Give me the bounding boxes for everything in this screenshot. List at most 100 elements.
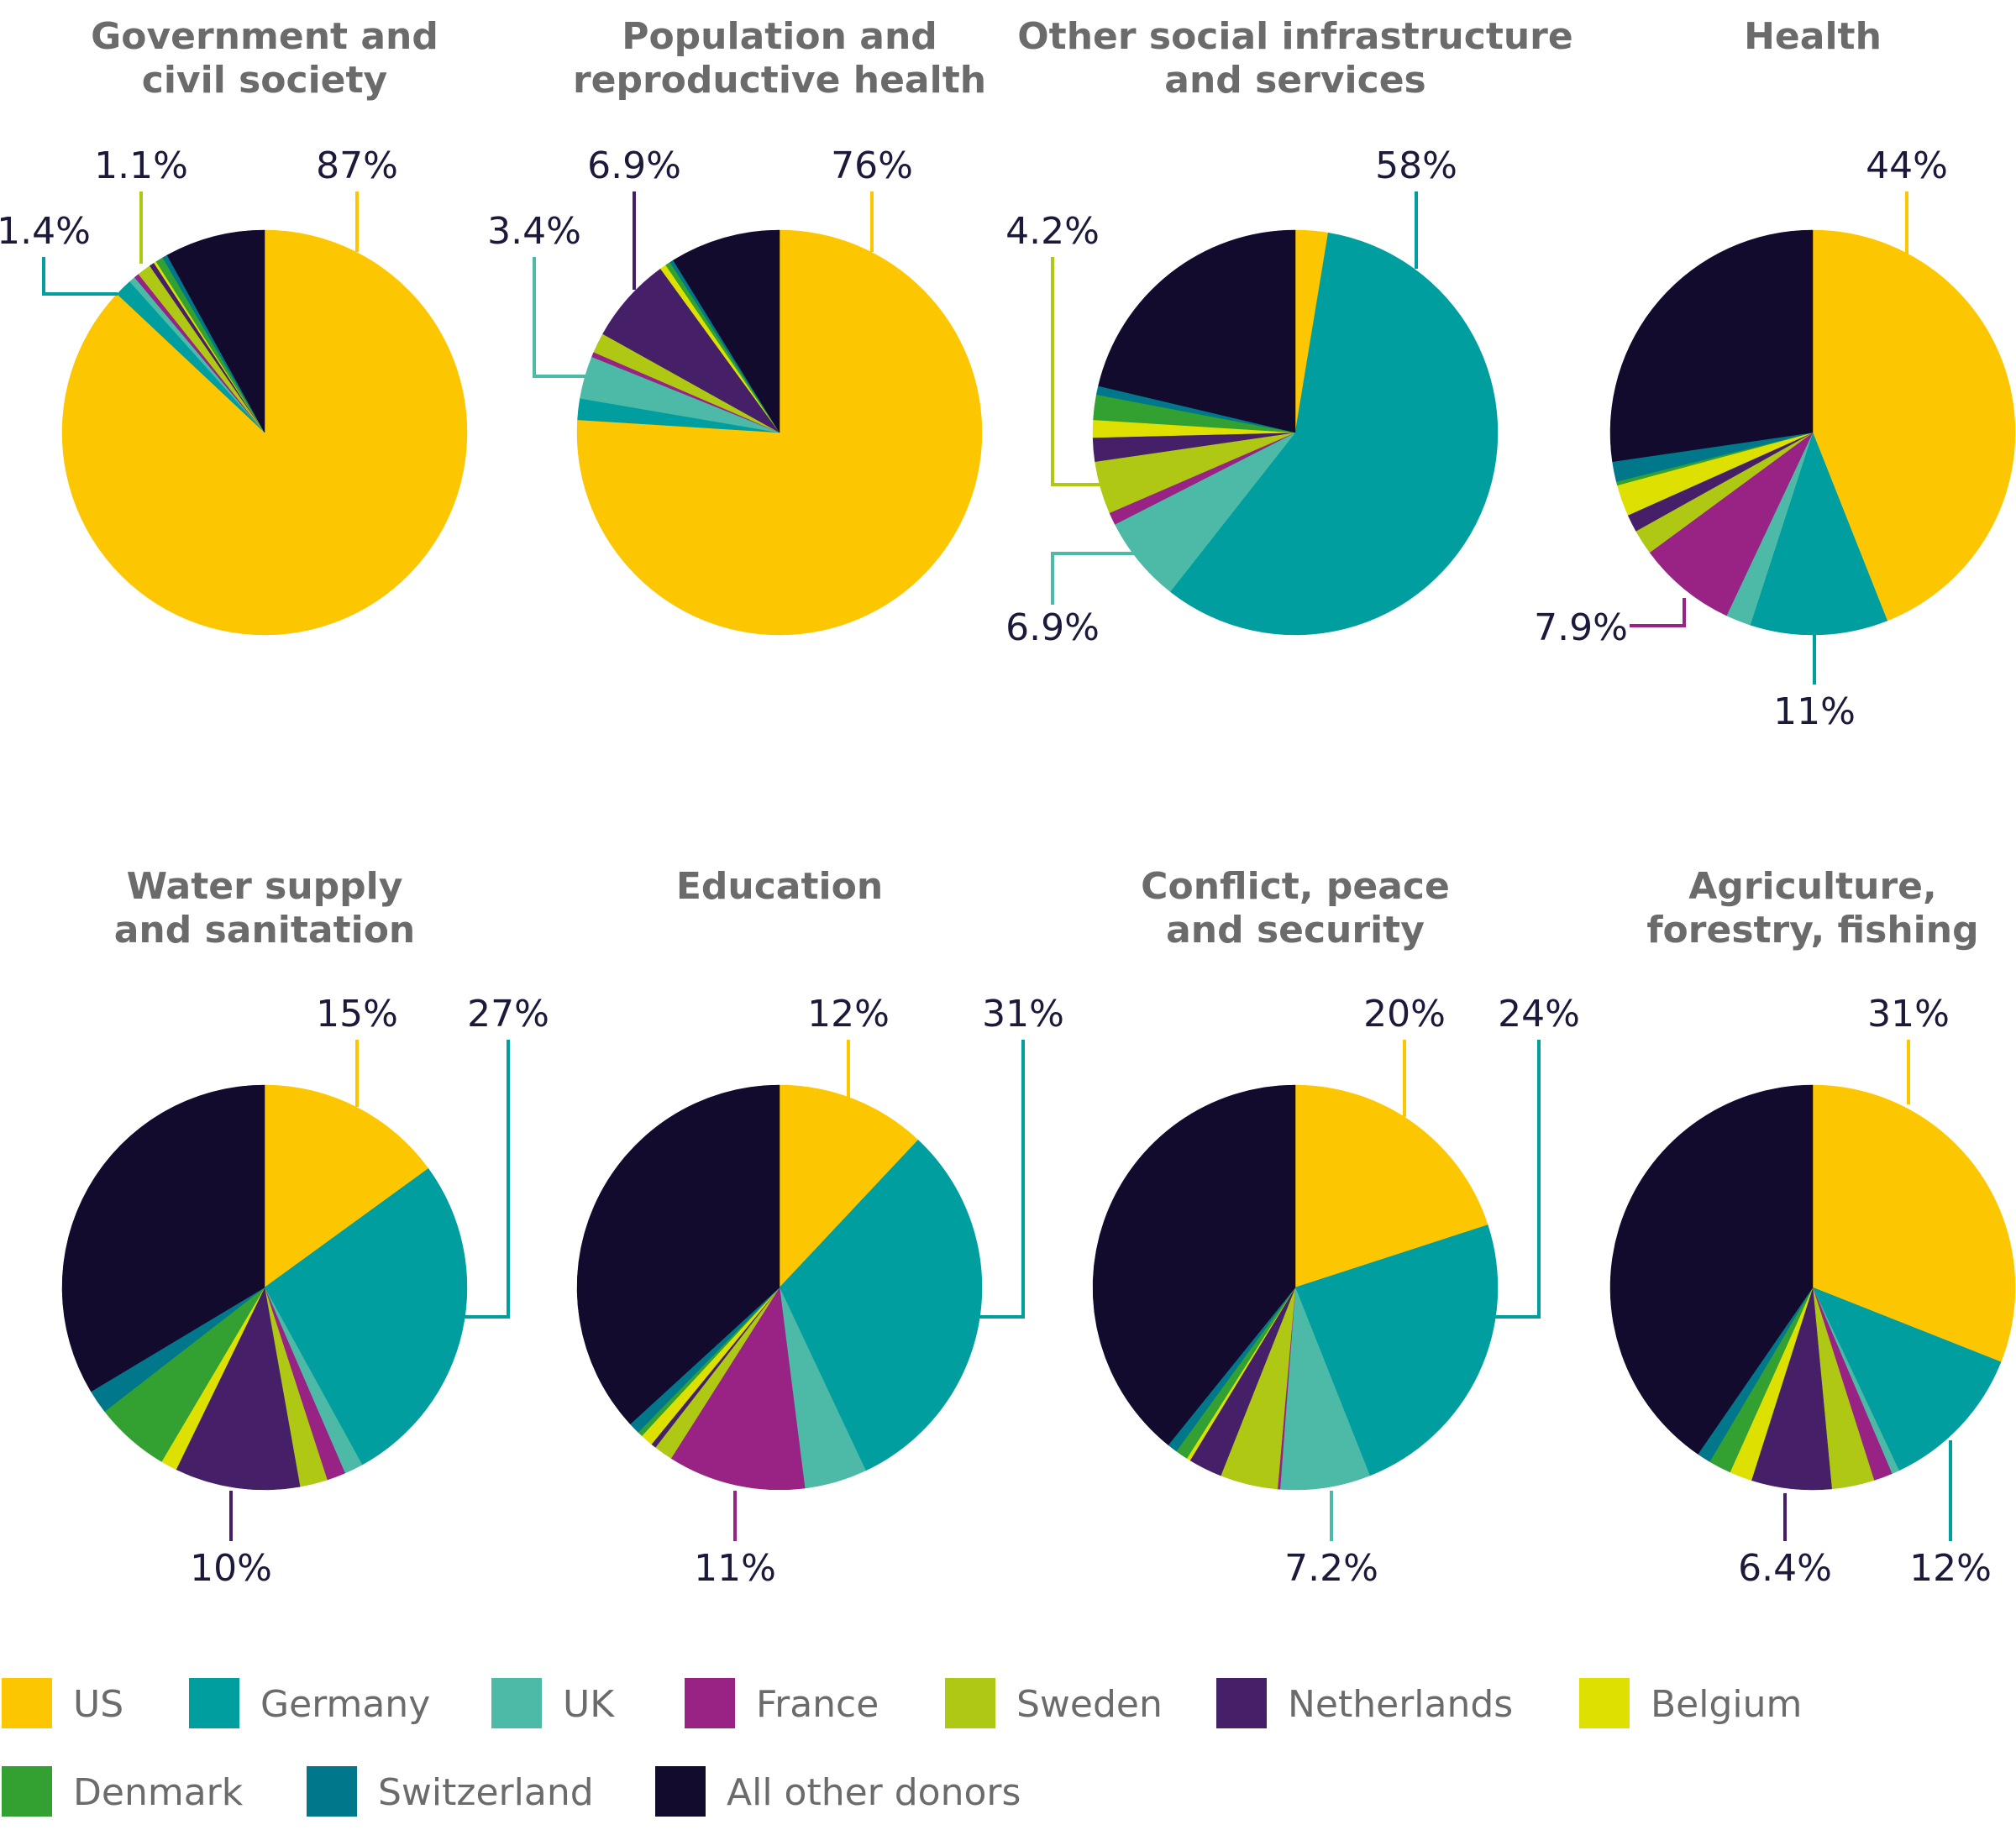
pie-chart-health: Health 44% 11% 7.9%	[1534, 15, 2016, 733]
pie-title-line: Water supply	[127, 865, 403, 908]
legend-swatch	[945, 1678, 995, 1728]
data-label-uk: 3.4%	[487, 210, 581, 253]
pie-slice-all-other-donors	[1098, 229, 1296, 433]
pie-title-line: and sanitation	[114, 909, 416, 952]
data-label-netherlands: 6.4%	[1738, 1547, 1832, 1590]
leader-line-germany	[42, 257, 118, 296]
pie-slice-all-other-donors	[1609, 1084, 1814, 1455]
pie-slice-us	[1812, 229, 2016, 621]
pie-title-line: and services	[1164, 59, 1425, 102]
pie-slice-us	[779, 1084, 919, 1288]
legend-swatch	[685, 1678, 735, 1728]
pie-slice-us	[1294, 1084, 1488, 1288]
data-label-germany: 12%	[1909, 1547, 1992, 1590]
legend-label: France	[756, 1683, 879, 1726]
data-label-netherlands: 10%	[190, 1547, 272, 1590]
data-label-france: 7.9%	[1534, 606, 1628, 649]
legend-swatch	[2, 1678, 52, 1728]
legend-item-germany: Germany	[189, 1678, 430, 1728]
legend-label: Belgium	[1651, 1683, 1802, 1726]
pie-slice-us	[264, 1084, 429, 1288]
pie-title-line: forestry, fishing	[1646, 909, 1978, 952]
leader-line-germany	[979, 1040, 1025, 1319]
legend-label: All other donors	[727, 1771, 1021, 1814]
data-label-germany: 27%	[467, 993, 549, 1036]
legend-item-denmark: Denmark	[2, 1766, 244, 1817]
leader-line-sweden	[1051, 257, 1107, 486]
leader-line-germany	[1494, 1040, 1541, 1319]
data-label-us: 44%	[1866, 144, 1948, 187]
data-label-us: 12%	[807, 993, 890, 1036]
legend-label: Germany	[260, 1683, 430, 1726]
data-label-germany: 58%	[1375, 144, 1457, 187]
leader-line-uk	[533, 257, 588, 378]
legend-label: UK	[563, 1683, 615, 1726]
pie-slice-germany	[1750, 432, 1888, 636]
data-label-germany: 24%	[1498, 993, 1580, 1036]
legend-item-belgium: Belgium	[1579, 1678, 1802, 1728]
pie-chart-education: Education 12% 31% 11%	[576, 865, 1064, 1590]
data-label-germany: 31%	[982, 993, 1064, 1036]
pie-title-line: and security	[1166, 909, 1425, 952]
legend-swatch	[2, 1766, 52, 1817]
pie-slice-us	[1812, 1084, 2016, 1363]
pie-slice-france	[670, 1287, 806, 1491]
data-label-us: 20%	[1363, 993, 1446, 1036]
pie-slice-all-other-donors	[61, 1084, 265, 1392]
pie-title-line: Population and	[622, 15, 937, 58]
legend-swatch	[307, 1766, 357, 1817]
pie-slice-all-other-donors	[1609, 229, 1814, 462]
legend-item-sweden: Sweden	[945, 1678, 1163, 1728]
leader-line-germany	[464, 1040, 510, 1319]
data-label-germany: 11%	[1773, 690, 1856, 733]
data-label-netherlands: 6.9%	[587, 144, 681, 187]
data-label-sweden: 1.1%	[94, 144, 188, 187]
legend-label: US	[73, 1683, 123, 1726]
pie-slice-germany	[779, 1139, 983, 1471]
leader-line-uk	[1051, 552, 1134, 605]
data-label-sweden: 4.2%	[1005, 210, 1100, 253]
data-label-france: 11%	[694, 1547, 776, 1590]
legend-label: Switzerland	[378, 1771, 594, 1814]
data-label-uk: 7.2%	[1284, 1547, 1378, 1590]
data-label-germany: 1.4%	[0, 210, 91, 253]
pie-slice-france	[1649, 432, 1814, 616]
pie-title-line: Government and	[91, 15, 438, 58]
data-label-us: 31%	[1867, 993, 1950, 1036]
legend-item-switzerland: Switzerland	[307, 1766, 594, 1817]
pie-chart-agriculture-forestry-fishing: Agriculture,forestry, fishing 31% 12% 6.4%	[1609, 865, 2016, 1590]
data-label-us: 15%	[316, 993, 398, 1036]
data-label-uk: 6.9%	[1005, 606, 1100, 649]
pie-slice-uk	[1114, 432, 1296, 592]
legend-swatch	[1579, 1678, 1630, 1728]
legend-swatch	[655, 1766, 706, 1817]
pie-title-line: Conflict, peace	[1141, 865, 1450, 908]
legend: US Germany UK France Sweden Netherlands Belgiu…	[2, 1678, 1802, 1817]
legend-label: Netherlands	[1288, 1683, 1513, 1726]
pie-slice-germany	[1812, 1287, 2002, 1471]
pie-slice-netherlands	[176, 1287, 301, 1491]
legend-swatch	[189, 1678, 239, 1728]
legend-item-us: US	[2, 1678, 123, 1728]
legend-item-france: France	[685, 1678, 879, 1728]
data-label-us: 87%	[316, 144, 398, 187]
pie-slice-germany	[264, 1167, 468, 1466]
pie-slice-us	[61, 229, 468, 636]
legend-swatch	[491, 1678, 542, 1728]
pie-slice-all-other-donors	[673, 229, 780, 433]
pie-slice-netherlands	[602, 268, 780, 433]
legend-item-netherlands: Netherlands	[1216, 1678, 1513, 1728]
pie-slice-all-other-donors	[166, 229, 265, 433]
pie-title-line: reproductive health	[573, 59, 986, 102]
pie-slice-us	[576, 229, 983, 636]
legend-label: Denmark	[73, 1771, 244, 1814]
legend-swatch	[1216, 1678, 1267, 1728]
pie-slice-all-other-donors	[576, 1084, 780, 1425]
pie-title-line: civil society	[142, 59, 387, 102]
pie-slice-germany	[1169, 232, 1499, 636]
